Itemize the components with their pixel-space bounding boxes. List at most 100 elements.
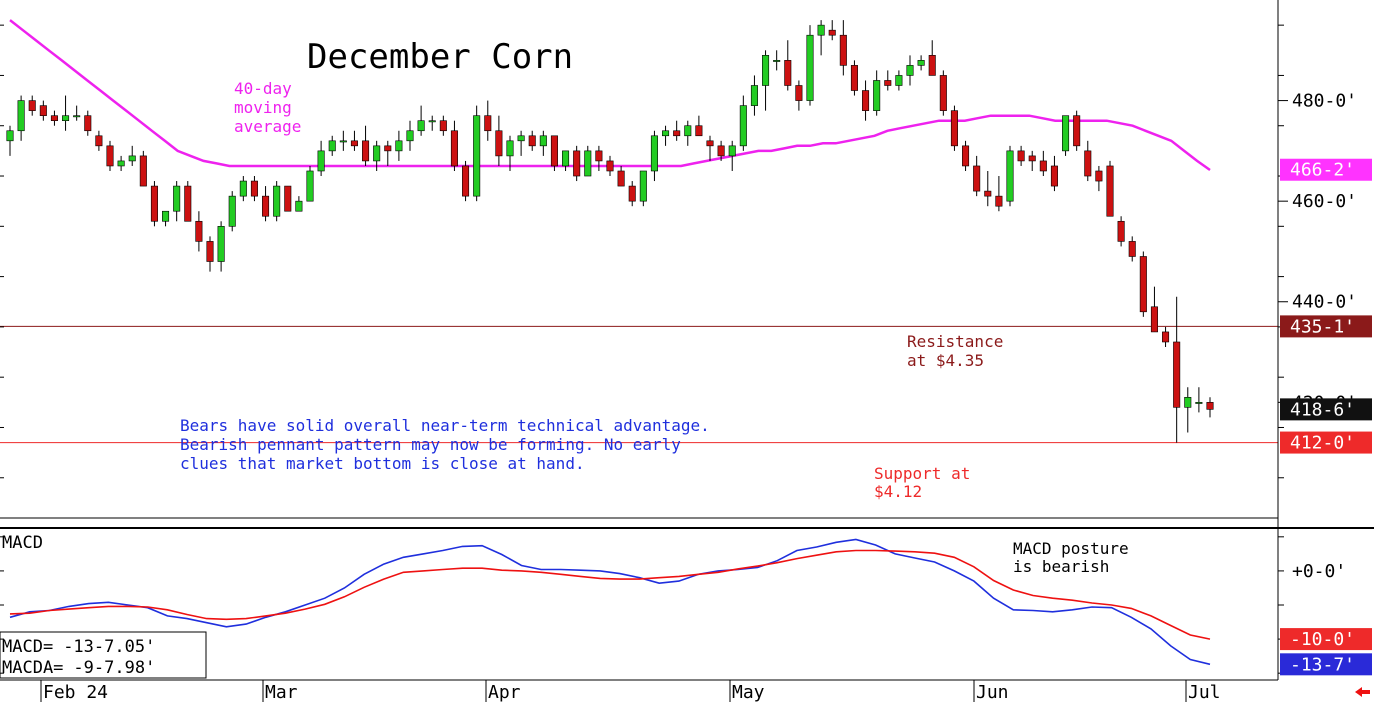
candle-body: [862, 90, 870, 111]
candle: [750, 75, 758, 116]
macd-legend-label: MACD=: [2, 637, 53, 657]
candle-body: [139, 155, 147, 187]
price-tag-box: [1280, 431, 1372, 454]
candle: [1195, 387, 1203, 413]
candle-body: [906, 65, 914, 76]
candle: [95, 130, 103, 151]
candle-body: [506, 140, 514, 157]
candle-body: [6, 130, 14, 142]
candle: [262, 186, 270, 222]
candle: [373, 140, 381, 171]
macda-legend-label: MACDA=: [2, 658, 63, 678]
candle: [84, 110, 92, 136]
candle: [795, 80, 803, 111]
candle-body: [773, 60, 781, 62]
candle-body: [939, 75, 947, 111]
support-label-1: Support at: [874, 464, 970, 483]
candle: [484, 100, 492, 141]
macd-legend-box: [0, 631, 207, 679]
candle-body: [550, 135, 558, 167]
candle-body: [273, 185, 281, 217]
candle: [1173, 296, 1181, 443]
candle-body: [728, 145, 736, 157]
candle: [662, 125, 670, 146]
candle-body: [739, 105, 747, 147]
candle-body: [1095, 170, 1103, 182]
price-tag-box: [1280, 315, 1372, 338]
price-tag: 418-6': [1280, 398, 1372, 421]
candle: [306, 165, 314, 202]
candle-body: [28, 100, 36, 111]
candle: [639, 170, 647, 207]
price-tag: 466-2': [1280, 158, 1372, 181]
candle: [728, 140, 736, 171]
candle: [273, 181, 281, 222]
candle-body: [706, 140, 714, 147]
candle-body: [1206, 402, 1214, 410]
candle: [395, 130, 403, 161]
macd-ticks: +0-0': [0, 536, 1346, 674]
candle-body: [117, 160, 125, 167]
candle: [917, 55, 925, 71]
price-tag: 412-0': [1280, 431, 1372, 454]
candle: [250, 176, 258, 202]
macd-tag: -13-7': [1280, 653, 1372, 676]
macd-panel: MACD MACD posture is bearish MACD= -13-7.…: [0, 533, 1211, 679]
candle-body: [573, 150, 581, 177]
candle: [295, 196, 303, 212]
candle: [1006, 145, 1014, 207]
candle-body: [1117, 220, 1125, 242]
candle: [6, 125, 14, 156]
candle: [128, 145, 136, 166]
candle-body: [962, 145, 970, 167]
price-tag-label: 412-0': [1290, 433, 1355, 454]
candles: [6, 20, 1214, 443]
candle-body: [762, 55, 770, 86]
candle-body: [984, 190, 992, 197]
candle-body: [1039, 160, 1047, 172]
candle-body: [850, 65, 858, 91]
candle-body: [750, 85, 758, 106]
macd-legend-value: -13-7.05': [63, 637, 155, 657]
candle-body: [262, 195, 270, 217]
candle: [239, 176, 247, 202]
candle-body: [1184, 397, 1192, 408]
scroll-left-arrow-icon[interactable]: [1355, 687, 1370, 697]
candle: [384, 140, 392, 166]
candle: [850, 60, 858, 96]
candle: [628, 181, 636, 207]
candle-body: [184, 185, 192, 222]
price-tags: 466-2' 435-1' 418-6' 412-0': [1280, 158, 1372, 454]
candle-body: [128, 155, 136, 162]
candle: [550, 135, 558, 171]
candle-body: [1128, 241, 1136, 257]
candle: [139, 150, 147, 187]
candle: [695, 115, 703, 137]
x-tick-label: Mar: [265, 682, 298, 703]
candle: [284, 185, 292, 212]
candle: [1128, 236, 1136, 262]
candle-body: [1106, 165, 1114, 217]
macd-y-tick-label: +0-0': [1292, 561, 1346, 582]
candle: [1150, 286, 1158, 333]
macda-legend-value: -9-7.98': [73, 658, 155, 678]
ma-label-1: 40-day: [234, 79, 292, 98]
candle: [1062, 115, 1070, 156]
candle: [328, 135, 336, 156]
macd-lines: [9, 538, 1211, 666]
candle: [450, 120, 458, 171]
candle: [595, 145, 603, 171]
price-tag-label: 466-2': [1290, 160, 1355, 181]
candle: [939, 70, 947, 116]
candle: [506, 135, 514, 171]
candle: [1162, 326, 1170, 348]
candle-body: [395, 140, 403, 152]
y-tick-label: 440-0': [1292, 292, 1357, 313]
candle-body: [406, 130, 414, 142]
price-tag-label: 435-1': [1290, 316, 1355, 337]
candle: [362, 125, 370, 166]
candle-body: [195, 220, 203, 242]
candle: [739, 95, 747, 151]
macd-tag-label: -10-0': [1290, 629, 1355, 650]
